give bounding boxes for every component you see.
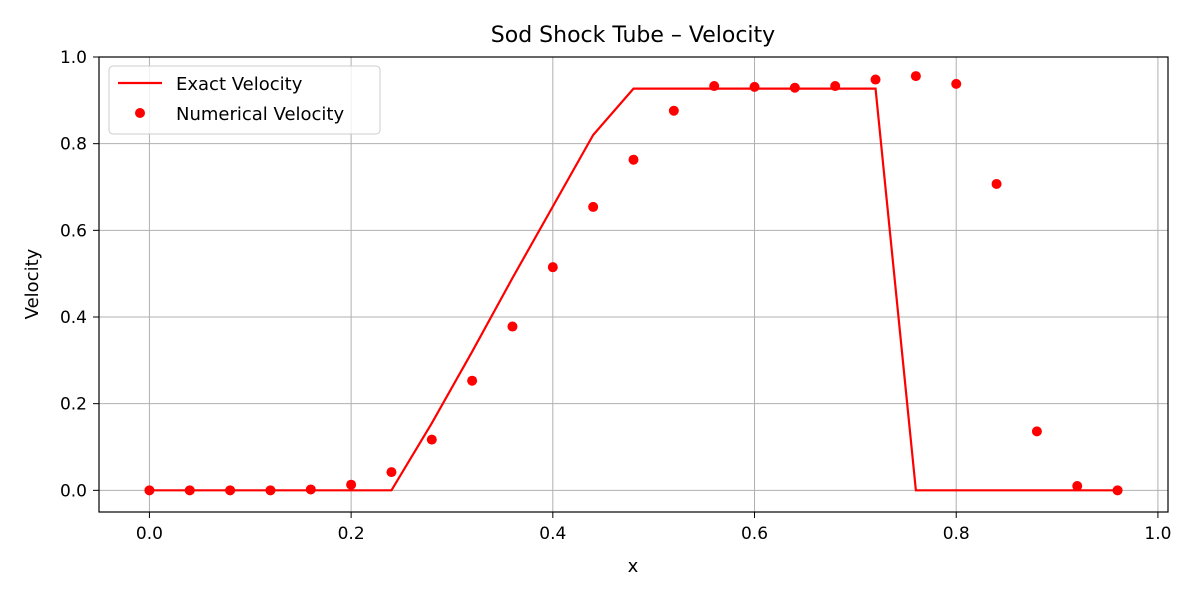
- legend-marker-swatch: [135, 108, 145, 118]
- data-point-numerical-velocity: [709, 81, 720, 92]
- y-axis-title: Velocity: [22, 248, 43, 319]
- data-point-numerical-velocity: [910, 71, 921, 82]
- x-tick-label: 0.6: [741, 524, 768, 544]
- data-point-numerical-velocity: [346, 479, 357, 490]
- data-point-numerical-velocity: [265, 485, 276, 496]
- data-point-numerical-velocity: [386, 467, 397, 478]
- chart-title: Sod Shock Tube – Velocity: [491, 23, 775, 48]
- data-point-numerical-velocity: [830, 81, 841, 92]
- data-point-numerical-velocity: [184, 485, 195, 496]
- y-tick-label: 1.0: [60, 48, 87, 68]
- x-tick-label: 0.0: [136, 524, 163, 544]
- x-tick-label: 0.8: [943, 524, 970, 544]
- y-tick-label: 0.2: [60, 395, 87, 415]
- data-point-numerical-velocity: [467, 375, 478, 386]
- y-tick-label: 0.0: [60, 481, 87, 501]
- data-point-numerical-velocity: [668, 105, 679, 116]
- x-tick-label: 0.4: [539, 524, 566, 544]
- data-point-numerical-velocity: [305, 484, 316, 495]
- data-point-numerical-velocity: [507, 321, 518, 332]
- x-axis-title: x: [628, 556, 639, 577]
- data-point-numerical-velocity: [991, 178, 1002, 189]
- data-point-numerical-velocity: [1112, 485, 1123, 496]
- y-tick-label: 0.6: [60, 221, 87, 241]
- data-point-numerical-velocity: [588, 201, 599, 212]
- y-tick-label: 0.4: [60, 308, 87, 328]
- series-line-exact-velocity: [149, 87, 1118, 492]
- x-axis: 0.0 0.2 0.4 0.6 0.8 1.0: [136, 512, 1171, 544]
- legend-label-exact: Exact Velocity: [176, 74, 303, 95]
- data-point-numerical-velocity: [1072, 481, 1083, 491]
- y-tick-label: 0.8: [60, 135, 87, 155]
- data-point-numerical-velocity: [426, 434, 437, 445]
- plot-frame: [98, 56, 1169, 513]
- legend-box: [108, 65, 381, 135]
- data-point-numerical-velocity: [789, 82, 800, 93]
- data-point-numerical-velocity: [628, 154, 639, 165]
- legend-label-numerical: Numerical Velocity: [176, 104, 344, 125]
- data-point-numerical-velocity: [225, 485, 236, 496]
- data-point-numerical-velocity: [1031, 426, 1042, 437]
- x-tick-label: 0.2: [338, 524, 365, 544]
- y-axis: 0.0 0.2 0.4 0.6 0.8 1.0: [60, 48, 99, 501]
- data-point-numerical-velocity: [951, 78, 962, 89]
- data-point-numerical-velocity: [749, 81, 760, 92]
- data-point-numerical-velocity: [144, 485, 155, 496]
- data-point-numerical-velocity: [870, 74, 881, 85]
- x-tick-label: 1.0: [1144, 524, 1171, 544]
- series-layer: [144, 71, 1123, 496]
- data-point-numerical-velocity: [547, 262, 558, 273]
- legend: Exact Velocity Numerical Velocity: [108, 65, 381, 135]
